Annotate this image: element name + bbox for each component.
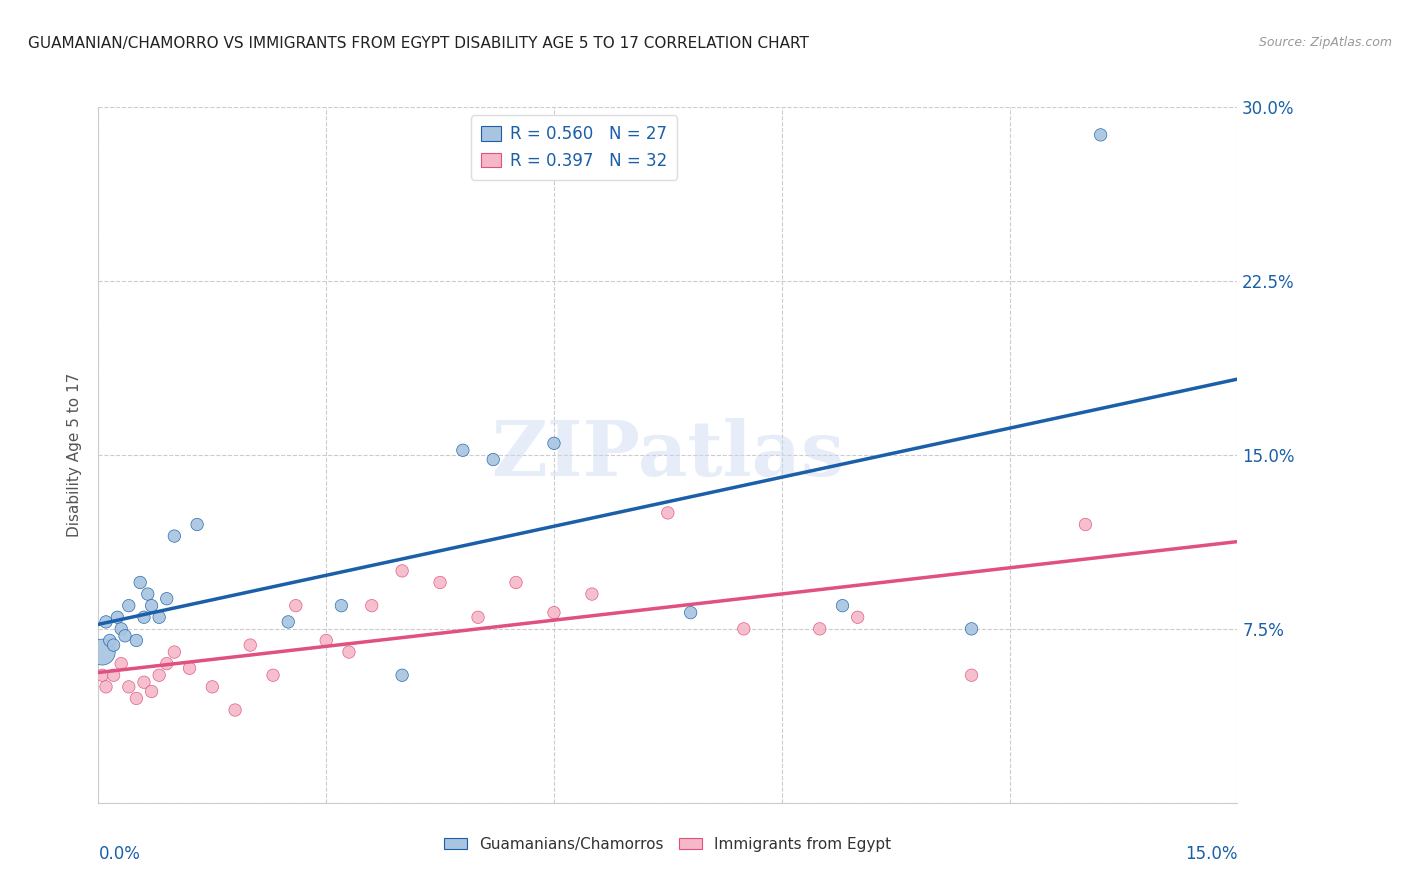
Point	[201, 680, 224, 694]
Legend: Guamanians/Chamorros, Immigrants from Egypt: Guamanians/Chamorros, Immigrants from Eg…	[439, 830, 897, 858]
Text: Source: ZipAtlas.com: Source: ZipAtlas.com	[1258, 36, 1392, 49]
Point	[132, 610, 155, 624]
Point	[330, 599, 353, 613]
Point	[1090, 128, 1112, 142]
Point	[91, 645, 114, 659]
Point	[110, 622, 132, 636]
Point	[451, 443, 474, 458]
Point	[391, 564, 413, 578]
Point	[482, 452, 505, 467]
Point	[125, 633, 148, 648]
Point	[284, 599, 307, 613]
Point	[125, 691, 148, 706]
Point	[136, 587, 159, 601]
Point	[505, 575, 527, 590]
Text: GUAMANIAN/CHAMORRO VS IMMIGRANTS FROM EGYPT DISABILITY AGE 5 TO 17 CORRELATION C: GUAMANIAN/CHAMORRO VS IMMIGRANTS FROM EG…	[28, 36, 808, 51]
Point	[679, 606, 702, 620]
Point	[391, 668, 413, 682]
Point	[262, 668, 284, 682]
Point	[960, 622, 983, 636]
Point	[132, 675, 155, 690]
Point	[94, 680, 117, 694]
Point	[337, 645, 360, 659]
Point	[118, 680, 141, 694]
Point	[129, 575, 152, 590]
Point	[831, 599, 853, 613]
Text: 0.0%: 0.0%	[98, 845, 141, 863]
Point	[360, 599, 382, 613]
Point	[114, 629, 136, 643]
Point	[315, 633, 337, 648]
Y-axis label: Disability Age 5 to 17: Disability Age 5 to 17	[67, 373, 83, 537]
Point	[277, 615, 299, 629]
Point	[239, 638, 262, 652]
Point	[543, 606, 565, 620]
Point	[467, 610, 489, 624]
Point	[846, 610, 869, 624]
Point	[808, 622, 831, 636]
Point	[224, 703, 246, 717]
Point	[156, 657, 179, 671]
Point	[141, 684, 163, 698]
Point	[186, 517, 208, 532]
Point	[91, 668, 114, 682]
Point	[163, 645, 186, 659]
Point	[148, 668, 170, 682]
Point	[163, 529, 186, 543]
Point	[118, 599, 141, 613]
Point	[148, 610, 170, 624]
Point	[581, 587, 603, 601]
Point	[103, 638, 125, 652]
Point	[733, 622, 755, 636]
Point	[141, 599, 163, 613]
Point	[960, 668, 983, 682]
Text: ZIPatlas: ZIPatlas	[491, 418, 845, 491]
Point	[179, 661, 201, 675]
Point	[156, 591, 179, 606]
Point	[107, 610, 129, 624]
Point	[110, 657, 132, 671]
Point	[429, 575, 451, 590]
Point	[103, 668, 125, 682]
Point	[657, 506, 679, 520]
Point	[94, 615, 117, 629]
Text: 15.0%: 15.0%	[1185, 845, 1237, 863]
Point	[98, 633, 121, 648]
Point	[1074, 517, 1097, 532]
Point	[543, 436, 565, 450]
